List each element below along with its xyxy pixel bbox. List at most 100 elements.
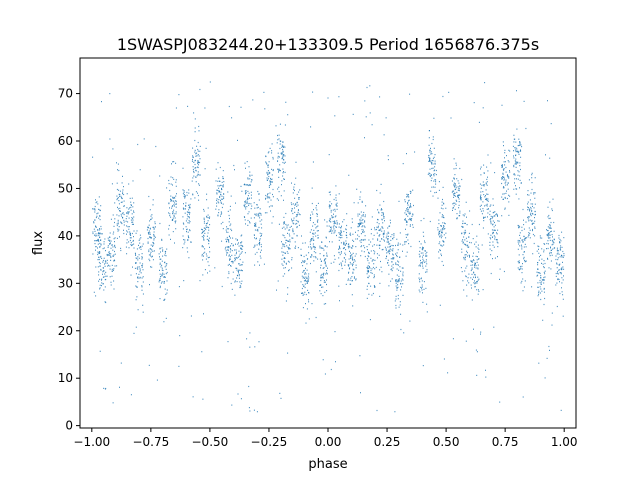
data-point [471,299,473,301]
data-point [343,247,345,249]
data-point [160,258,162,260]
data-point [292,212,294,215]
data-point [432,138,434,141]
data-point [490,220,492,222]
data-point [113,288,115,290]
data-point [422,261,423,263]
data-point [278,171,279,173]
data-point [552,198,554,200]
data-point [268,161,270,163]
data-point [98,232,100,234]
data-point [509,195,511,197]
data-point [371,260,373,262]
data-point [474,274,476,276]
data-point [126,215,128,217]
data-point [545,154,546,156]
data-point [138,257,140,259]
data-point [470,284,472,286]
data-point [483,217,485,219]
data-point [266,195,268,197]
data-point [224,248,226,250]
data-point [137,281,139,283]
data-point [462,222,464,225]
data-point [131,204,132,206]
data-point [303,260,305,262]
data-point [159,286,161,289]
data-point [199,150,201,152]
data-point [188,217,190,219]
data-point [493,326,495,328]
data-point [267,152,269,154]
data-point [230,265,231,267]
data-point [419,247,421,249]
data-point [391,265,393,267]
data-point [120,221,122,223]
data-point [466,252,468,254]
data-point [130,204,132,206]
data-point [439,212,441,214]
data-point [238,245,240,247]
data-point [241,280,243,282]
data-point [455,203,457,205]
data-point [460,267,462,269]
data-point [306,280,308,282]
data-point [107,237,109,239]
data-point [467,277,469,279]
data-point [259,238,261,240]
data-point [288,229,290,231]
data-point [514,149,516,151]
data-point [368,256,370,258]
data-point [325,261,326,263]
data-point [389,248,391,250]
data-point [524,239,526,241]
data-point [121,197,123,199]
data-point [515,162,517,164]
data-point [332,230,334,232]
data-point [422,248,423,250]
data-point [506,190,507,192]
data-point [241,190,243,192]
data-point [183,280,185,282]
data-point [189,221,191,223]
data-point [330,262,332,264]
data-point [474,266,475,268]
data-point [132,221,134,223]
data-point [142,269,144,271]
data-point [522,263,523,265]
data-point [228,239,230,241]
data-point [492,220,494,222]
data-point [221,206,223,209]
data-point [475,282,476,284]
data-point [348,258,350,260]
data-point [161,269,163,271]
data-point [480,195,481,197]
data-point [291,237,293,239]
data-point [348,174,350,176]
data-point [392,258,394,260]
data-point [531,174,533,176]
data-point [549,349,550,351]
data-point [247,195,249,197]
data-point [245,190,247,192]
data-point [325,264,327,266]
data-point [119,236,120,238]
data-point [560,240,562,242]
data-point [285,242,287,244]
data-point [282,172,284,174]
data-point [381,212,383,214]
data-point [112,148,114,150]
data-point [531,223,533,225]
data-point [302,242,304,244]
data-point [175,228,177,230]
data-point [514,182,515,184]
data-point [377,218,378,221]
data-point [444,227,446,230]
data-point [220,223,222,225]
data-point [236,267,238,269]
data-point [329,218,331,220]
data-point [207,217,209,219]
data-point [116,224,118,227]
data-point [525,221,527,223]
data-point [197,192,198,194]
data-point [132,266,133,268]
